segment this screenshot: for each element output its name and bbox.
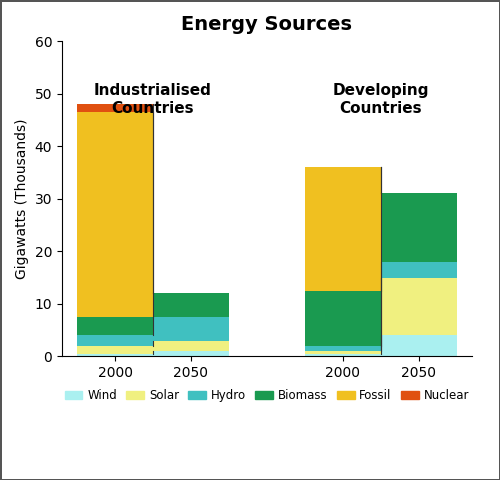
Bar bbox=[77, 346, 153, 354]
Bar bbox=[77, 112, 153, 317]
Y-axis label: Gigawatts (Thousands): Gigawatts (Thousands) bbox=[15, 119, 29, 279]
Bar bbox=[153, 293, 229, 317]
Bar bbox=[381, 277, 456, 336]
Bar bbox=[77, 317, 153, 336]
Bar bbox=[381, 262, 456, 277]
Legend: Wind, Solar, Hydro, Biomass, Fossil, Nuclear: Wind, Solar, Hydro, Biomass, Fossil, Nuc… bbox=[60, 385, 474, 407]
Bar bbox=[305, 291, 381, 346]
Text: Industrialised
Countries: Industrialised Countries bbox=[94, 83, 212, 116]
Bar bbox=[77, 354, 153, 356]
Bar bbox=[153, 317, 229, 341]
Bar bbox=[77, 104, 153, 112]
Bar bbox=[305, 167, 381, 291]
Text: Developing
Countries: Developing Countries bbox=[332, 83, 429, 116]
Bar bbox=[381, 336, 456, 356]
Bar bbox=[305, 351, 381, 354]
Bar bbox=[305, 354, 381, 356]
Bar bbox=[305, 346, 381, 351]
Bar bbox=[153, 351, 229, 356]
Bar bbox=[153, 341, 229, 351]
Bar bbox=[381, 193, 456, 262]
Bar bbox=[77, 336, 153, 346]
Title: Energy Sources: Energy Sources bbox=[182, 15, 352, 34]
